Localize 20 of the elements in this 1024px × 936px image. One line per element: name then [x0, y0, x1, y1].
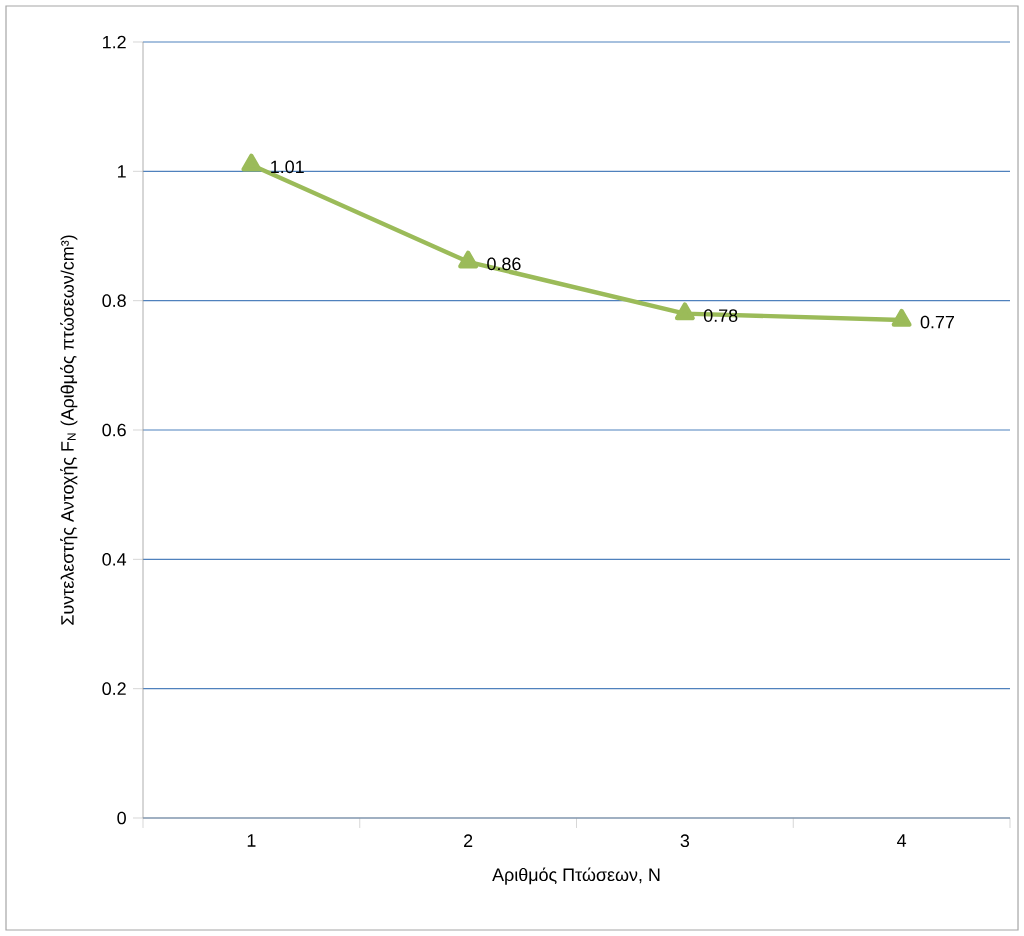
point [241, 153, 262, 172]
data-label: 1.01 [271, 160, 304, 174]
y-tick-label: 1.2 [103, 35, 126, 49]
point [674, 302, 695, 321]
y-tick-label: 0.8 [102, 294, 126, 308]
data-label: 0.86 [487, 257, 521, 271]
x-tick-label: 3 [680, 834, 690, 848]
x-tick-label: 1 [247, 834, 256, 847]
x-tick-label: 2 [464, 834, 473, 847]
y-tick-label: 0.2 [102, 682, 126, 696]
x-tick-label: 4 [897, 834, 907, 847]
y-tick-label: 0 [117, 811, 126, 825]
y-tick-label: 0.4 [102, 552, 127, 566]
point [458, 250, 479, 269]
x-axis-title: Αριθμός Πτώσεων, N [492, 867, 660, 885]
y-tick-label: 0.6 [102, 423, 126, 437]
y-axis-title: Συντελεστής Αντοχής F$_{N}$ (Αριθμός πτώσεων/cm³) [60, 235, 78, 625]
y-tick-label: 1 [118, 165, 126, 178]
data-label: 0.77 [920, 315, 954, 329]
point [891, 308, 912, 327]
